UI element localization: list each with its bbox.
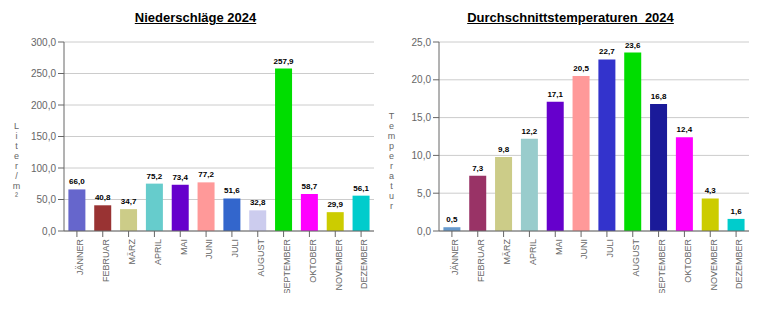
svg-text:JÄNNER: JÄNNER (450, 239, 460, 276)
svg-text:0,0: 0,0 (417, 226, 431, 237)
svg-text:APRIL: APRIL (527, 239, 537, 265)
svg-text:58,7: 58,7 (301, 182, 317, 191)
svg-text:1,6: 1,6 (730, 207, 742, 216)
svg-text:257,9: 257,9 (273, 57, 294, 66)
svg-text:77,2: 77,2 (198, 170, 214, 179)
svg-text:JUNI: JUNI (579, 239, 589, 259)
svg-text:JULI: JULI (605, 239, 615, 258)
svg-text:56,1: 56,1 (353, 184, 369, 193)
svg-text:SEPTEMBER: SEPTEMBER (656, 239, 666, 293)
svg-text:SEPTEMBER: SEPTEMBER (281, 239, 291, 293)
svg-text:75,2: 75,2 (146, 172, 162, 181)
svg-text:MÄRZ: MÄRZ (126, 239, 136, 265)
svg-text:34,7: 34,7 (120, 197, 136, 206)
svg-text:DEZEMBER: DEZEMBER (359, 239, 369, 290)
svg-text:OKTOBER: OKTOBER (307, 239, 317, 283)
svg-text:16,8: 16,8 (650, 92, 666, 101)
html-text:Durchschnittstemperaturen 2024: Durchschnittstemperaturen 2024 (467, 10, 674, 25)
svg-text:17,1: 17,1 (547, 90, 563, 99)
svg-text:15,0: 15,0 (411, 112, 431, 123)
svg-text:10,0: 10,0 (411, 150, 431, 161)
svg-text:MAI: MAI (553, 239, 563, 255)
html-text:T e m p e r a t u r: T e m p e r a t u r (387, 110, 396, 211)
html-text:Niederschläge 2024: Niederschläge 2024 (134, 10, 257, 25)
svg-text:100,0: 100,0 (30, 163, 55, 174)
svg-text:AUGUST: AUGUST (256, 239, 266, 277)
svg-text:JUNI: JUNI (204, 239, 214, 259)
svg-text:0,5: 0,5 (446, 215, 458, 224)
svg-text:50,0: 50,0 (36, 194, 56, 205)
svg-text:250,0: 250,0 (30, 68, 55, 79)
svg-text:FEBRUAR: FEBRUAR (101, 239, 111, 283)
svg-text:29,9: 29,9 (327, 200, 343, 209)
svg-text:OKTOBER: OKTOBER (682, 239, 692, 283)
svg-text:66,0: 66,0 (69, 177, 85, 186)
svg-text:300,0: 300,0 (30, 37, 55, 48)
svg-text:51,6: 51,6 (224, 186, 240, 195)
svg-text:12,2: 12,2 (521, 127, 537, 136)
svg-text:4,3: 4,3 (704, 186, 716, 195)
svg-text:22,7: 22,7 (599, 47, 615, 56)
svg-text:40,8: 40,8 (94, 193, 110, 202)
svg-text:23,6: 23,6 (624, 41, 640, 50)
svg-text:MÄRZ: MÄRZ (501, 239, 511, 265)
svg-text:20,5: 20,5 (573, 64, 589, 73)
svg-text:APRIL: APRIL (152, 239, 162, 265)
svg-text:25,0: 25,0 (411, 37, 431, 48)
svg-text:7,3: 7,3 (472, 164, 484, 173)
svg-text:73,4: 73,4 (172, 173, 188, 182)
svg-text:AUGUST: AUGUST (631, 239, 641, 277)
svg-text:5,0: 5,0 (417, 188, 431, 199)
svg-text:JULI: JULI (230, 239, 240, 258)
svg-text:9,8: 9,8 (497, 145, 509, 154)
svg-text:0,0: 0,0 (42, 226, 56, 237)
svg-text:DEZEMBER: DEZEMBER (734, 239, 744, 290)
svg-text:200,0: 200,0 (30, 100, 55, 111)
svg-text:JÄNNER: JÄNNER (75, 239, 85, 276)
svg-text:20,0: 20,0 (411, 74, 431, 85)
svg-text:MAI: MAI (178, 239, 188, 255)
svg-text:FEBRUAR: FEBRUAR (476, 239, 486, 283)
html-text:L i t e r / m ²: L i t e r / m ² (12, 120, 21, 201)
svg-text:150,0: 150,0 (30, 131, 55, 142)
svg-text:12,4: 12,4 (676, 125, 692, 134)
svg-text:NOVEMBER: NOVEMBER (333, 239, 343, 291)
svg-text:NOVEMBER: NOVEMBER (708, 239, 718, 291)
svg-text:32,8: 32,8 (249, 198, 265, 207)
